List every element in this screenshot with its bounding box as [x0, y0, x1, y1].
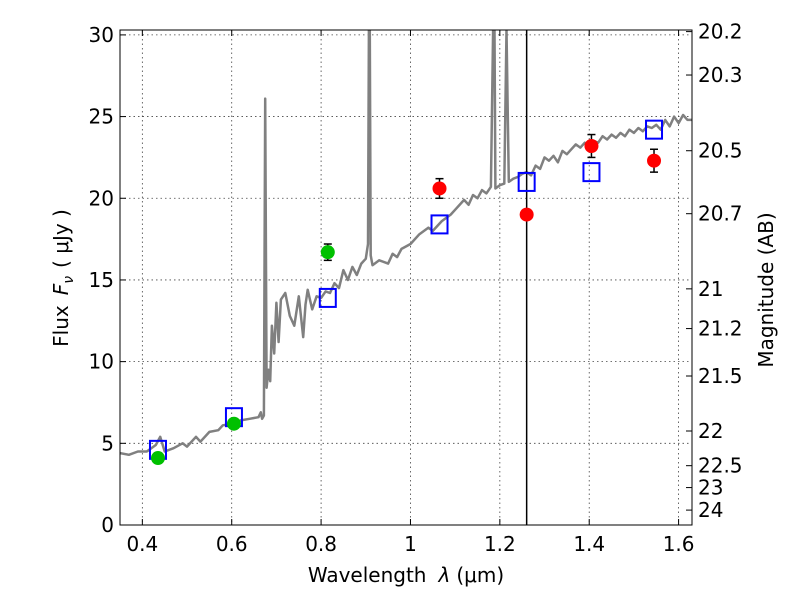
model-photometry-square	[582, 162, 601, 183]
mag-tick-label: 21	[698, 277, 723, 301]
y-tick-label: 30	[89, 23, 114, 47]
data-series	[120, 30, 692, 525]
plot-frame	[119, 29, 693, 526]
y2-axis-title: Magnitude (AB)	[754, 212, 778, 367]
grid	[120, 30, 692, 525]
mag-tick-label: 23	[698, 476, 723, 500]
y-tick-label: 25	[89, 105, 114, 129]
observed-point-optical	[150, 451, 165, 466]
x-tick-label: 1.4	[573, 532, 605, 556]
y-tick-label: 15	[89, 268, 114, 292]
y-axis-title: FluxFν( μJy )	[49, 209, 77, 347]
mag-tick-label: 21.5	[698, 364, 743, 388]
x-tick-label: 1.2	[484, 532, 516, 556]
mag-tick-label: 24	[698, 498, 723, 522]
y-tick-label: 10	[89, 350, 114, 374]
x-tick-label: 1	[404, 532, 417, 556]
data-markers	[148, 119, 664, 466]
x-tick-label: 0.4	[126, 532, 158, 556]
x-tick-label: 0.6	[216, 532, 248, 556]
mag-tick-label: 22.5	[698, 454, 743, 478]
mag-tick-label: 21.2	[698, 317, 743, 341]
x-tick-label: 0.8	[305, 532, 337, 556]
mag-tick-label: 20.5	[698, 139, 743, 163]
observed-point-nir	[584, 138, 599, 153]
observed-point-nir	[647, 153, 662, 168]
observed-point-optical	[226, 416, 241, 431]
axis-ticks: 0.4 0.6 0.8 1 1.2 1.4 1.6 0 5 10 15 20 25 30 20.2 20.3 2…	[89, 20, 743, 556]
x-axis-title: Wavelength λ (μm)	[308, 563, 504, 587]
mag-tick-label: 20.3	[698, 63, 743, 87]
model-photometry-square	[318, 287, 337, 308]
observed-point-optical	[320, 245, 335, 260]
y-tick-label: 5	[101, 431, 114, 455]
spectrum-line	[120, 30, 692, 457]
y-tick-label: 0	[101, 513, 114, 537]
model-photometry-square	[430, 214, 449, 235]
observed-point-nir	[519, 207, 534, 222]
y-tick-label: 20	[89, 186, 114, 210]
x-tick-label: 1.6	[663, 532, 695, 556]
observed-point-nir	[432, 181, 447, 196]
mag-tick-label: 22	[698, 419, 723, 443]
model-photometry-square	[645, 119, 664, 140]
mag-tick-label: 20.2	[698, 20, 743, 44]
model-photometry-square	[517, 171, 536, 192]
mag-tick-label: 20.7	[698, 202, 743, 226]
